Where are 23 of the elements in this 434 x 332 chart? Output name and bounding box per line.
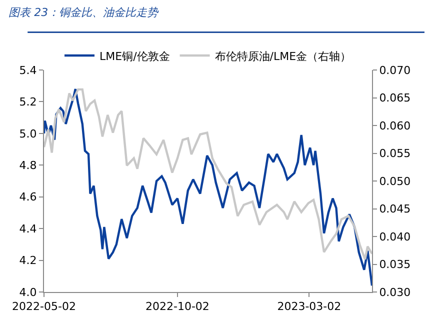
x-tick-label: 2022-10-02	[146, 300, 210, 314]
chart-title: 图表 23：铜金比、油金比走势	[8, 6, 160, 19]
y-tick-label: 4.2	[19, 254, 37, 268]
y2-tick-label: 0.045	[379, 202, 411, 216]
y2-tick-label: 0.040	[379, 230, 411, 244]
legend-label: 布伦特原油/LME金（右轴）	[214, 50, 352, 63]
y-tick-label: 4.0	[19, 286, 37, 299]
x-tick-label: 2022-05-02	[12, 300, 76, 314]
y-tick-label: 4.4	[19, 222, 37, 236]
y-tick-label: 5.4	[19, 64, 37, 77]
x-tick-label: 2023-03-02	[277, 300, 342, 314]
y2-tick-label: 0.035	[379, 258, 411, 272]
y2-tick-label: 0.070	[379, 64, 411, 77]
y-tick-label: 4.6	[19, 190, 37, 204]
y-tick-label: 5.2	[19, 96, 37, 109]
y2-tick-label: 0.030	[379, 286, 411, 299]
y2-tick-label: 0.055	[379, 147, 411, 160]
legend-label: LME铜/伦敦金	[100, 50, 170, 63]
y-tick-label: 5.0	[19, 127, 37, 140]
y2-tick-label: 0.065	[379, 92, 411, 105]
y2-tick-label: 0.060	[379, 119, 411, 132]
y-tick-label: 4.8	[19, 158, 37, 172]
y2-tick-label: 0.050	[379, 174, 411, 188]
